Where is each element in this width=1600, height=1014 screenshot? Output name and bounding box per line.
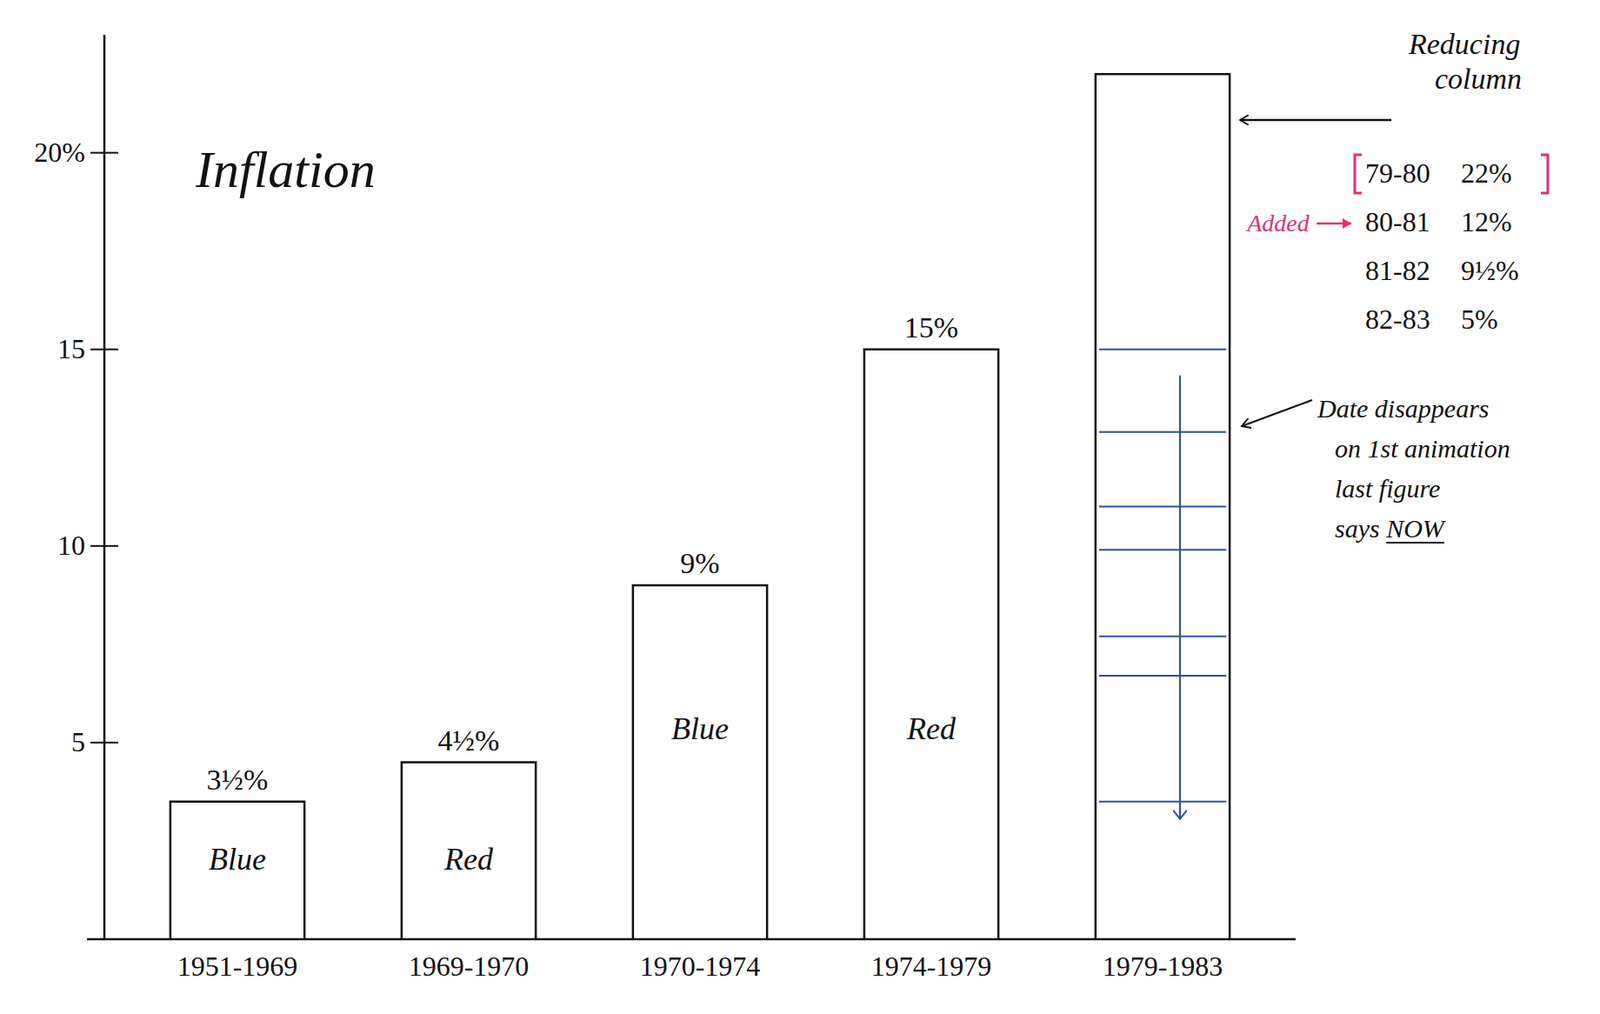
- data-label: 9%: [680, 546, 720, 580]
- animation-level: [1099, 431, 1227, 434]
- x-tick-label: 1974-1979: [871, 950, 993, 982]
- schedule-label: 22%: [1460, 157, 1513, 189]
- column-note: Reducingcolumn: [1407, 27, 1522, 95]
- bars: [170, 73, 1230, 940]
- bar: [864, 349, 999, 940]
- animation-level: [1099, 674, 1227, 677]
- y-tick-label: 15: [57, 333, 86, 365]
- down-arrow: [1179, 375, 1181, 820]
- bar-text: Red: [443, 841, 494, 877]
- schedule-period: 82-83: [1365, 303, 1431, 335]
- x-tick-label: 1951-1969: [177, 950, 299, 982]
- bar: [1095, 73, 1230, 940]
- highlight-bracket: [1540, 154, 1548, 194]
- data-label: 15%: [904, 311, 959, 344]
- schedule-period: 81-82: [1365, 254, 1431, 287]
- schedule-period: 80-81: [1365, 206, 1431, 238]
- y-tick-label: 10: [57, 529, 86, 561]
- y-tick-label: 20%: [33, 136, 86, 168]
- highlight-bracket: [1354, 154, 1362, 194]
- y-tick: [90, 348, 119, 351]
- underline: [1386, 541, 1445, 544]
- x-tick-label: 1969-1970: [408, 950, 530, 982]
- bar-text: Red: [906, 711, 957, 747]
- schedule-label: 9½%: [1460, 254, 1520, 287]
- animation-level: [1099, 635, 1227, 638]
- title: Inflation: [194, 140, 376, 199]
- y-axis: [103, 34, 107, 940]
- bar: [633, 585, 767, 940]
- animation-level: [1099, 548, 1227, 551]
- y-tick: [90, 152, 119, 154]
- x-tick-label: 1970-1974: [640, 950, 761, 982]
- x-tick-label: 1979-1983: [1102, 950, 1224, 982]
- date-note-arrow: [1241, 400, 1313, 427]
- added-arrow: [1316, 222, 1352, 226]
- column-note-line: column: [1434, 62, 1522, 95]
- animation-level: [1099, 506, 1227, 508]
- y-tick-label: 5: [71, 726, 86, 758]
- data-label: 3½%: [206, 763, 269, 796]
- bar: [401, 762, 536, 940]
- date-note-line: on 1st animation: [1334, 433, 1511, 463]
- date-note-line: Date disappears: [1316, 393, 1490, 423]
- added-note: Added: [1245, 209, 1311, 237]
- column-note-line: Reducing: [1407, 27, 1520, 60]
- date-note-line: says NOW: [1334, 513, 1447, 543]
- animation-level: [1099, 348, 1227, 351]
- bar-text: Blue: [208, 841, 267, 877]
- date-note-line: last figure: [1334, 473, 1440, 503]
- data-label: 4½%: [438, 724, 500, 757]
- chart: Inflation 5 10 15 20% 3½% Blue 4½% Red 9% Blue 15% R…: [0, 0, 1600, 1014]
- bar: [170, 801, 305, 940]
- y-tick: [90, 545, 119, 547]
- y-tick: [90, 741, 119, 744]
- column-note-arrow: [1240, 119, 1392, 122]
- schedule-period: 79-80: [1365, 157, 1431, 189]
- bar-text: Blue: [671, 711, 729, 747]
- animation-level: [1099, 800, 1227, 803]
- schedule-label: 12%: [1460, 206, 1513, 238]
- schedule-label: 5%: [1460, 303, 1499, 335]
